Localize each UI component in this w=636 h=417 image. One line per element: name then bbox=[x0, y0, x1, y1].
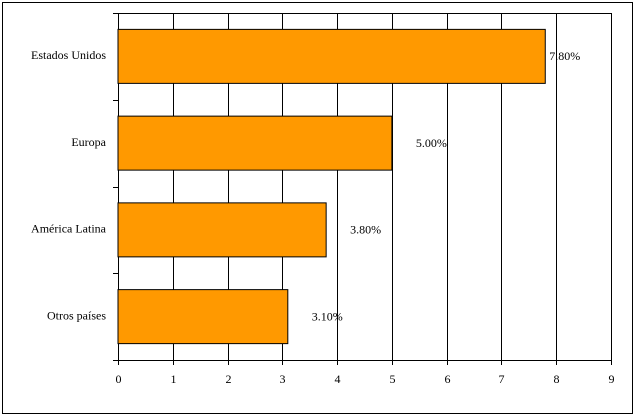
value-label: 7.80% bbox=[549, 49, 580, 63]
x-tick-label: 7 bbox=[499, 372, 505, 386]
y-tick-label: América Latina bbox=[31, 222, 107, 236]
bar bbox=[117, 115, 393, 171]
x-tick-label: 0 bbox=[116, 372, 122, 386]
value-label: 3.10% bbox=[312, 309, 343, 323]
x-tick-label: 4 bbox=[335, 372, 341, 386]
value-label: 5.00% bbox=[416, 136, 447, 150]
x-tick-label: 2 bbox=[226, 372, 232, 386]
y-tick-label: Estados Unidos bbox=[31, 48, 106, 62]
x-tick-label: 9 bbox=[609, 372, 615, 386]
bar bbox=[117, 289, 289, 345]
bar bbox=[117, 28, 546, 84]
x-tick-label: 5 bbox=[390, 372, 396, 386]
y-tick-label: Europa bbox=[71, 135, 106, 149]
x-tick-label: 1 bbox=[171, 372, 177, 386]
bar bbox=[117, 202, 327, 258]
x-tick-label: 3 bbox=[280, 372, 286, 386]
x-tick-label: 8 bbox=[554, 372, 560, 386]
x-tick-label: 6 bbox=[445, 372, 451, 386]
y-tick-label: Otros países bbox=[47, 308, 106, 322]
value-label: 3.80% bbox=[350, 223, 381, 237]
